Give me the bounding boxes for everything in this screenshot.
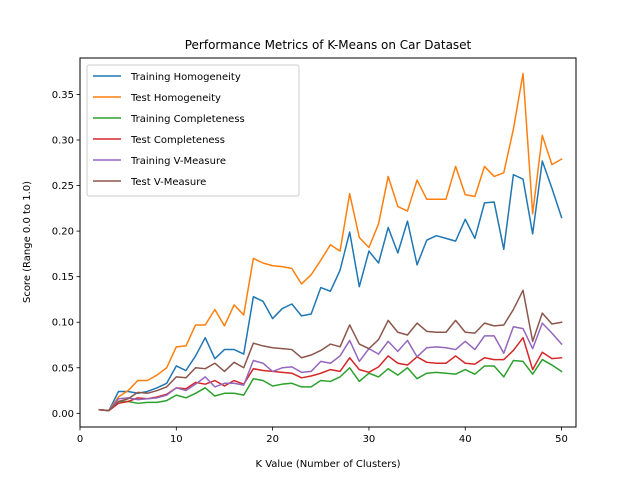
- series-line-2: [98, 358, 563, 412]
- x-tick-label: 50: [555, 434, 568, 445]
- y-tick-label: 0.30: [52, 136, 74, 147]
- y-tick-label: 0.05: [52, 363, 74, 374]
- legend-label-1: Test Homogeneity: [130, 93, 221, 104]
- y-tick-label: 0.35: [52, 90, 74, 101]
- legend-label-2: Training Completeness: [130, 114, 245, 125]
- series-line-0: [98, 160, 563, 412]
- y-tick-label: 0.20: [52, 227, 74, 238]
- y-tick-label: 0.00: [52, 409, 74, 420]
- legend-label-5: Test V-Measure: [130, 177, 206, 188]
- series-line-1: [98, 72, 563, 412]
- legend: Training Homogeneity Test Homogeneity Trai…: [86, 64, 300, 197]
- y-tick-label: 0.25: [52, 181, 74, 192]
- x-tick-label: 30: [363, 434, 376, 445]
- series-line-4: [98, 322, 563, 412]
- y-axis-label: Score (Range 0.0 to 1.0): [22, 181, 33, 303]
- legend-label-3: Test Completeness: [130, 135, 225, 146]
- x-tick-label: 10: [170, 434, 183, 445]
- legend-items: Training Homogeneity Test Homogeneity Trai…: [93, 72, 245, 188]
- series-layer: [98, 72, 563, 412]
- x-axis: 0 10 20 30 40 50: [77, 427, 568, 445]
- y-tick-label: 0.15: [52, 272, 74, 283]
- legend-box: [86, 64, 300, 197]
- plot-area: [79, 57, 577, 428]
- legend-label-4: Training V-Measure: [130, 156, 226, 167]
- y-tick-label: 0.10: [52, 318, 74, 329]
- legend-label-0: Training Homogeneity: [130, 72, 241, 83]
- chart-title: Performance Metrics of K-Means on Car Da…: [185, 38, 472, 52]
- y-axis: 0.00 0.05 0.10 0.15 0.20 0.25 0.30 0.35: [52, 90, 80, 420]
- x-tick-label: 0: [77, 434, 83, 445]
- x-axis-label: K Value (Number of Clusters): [255, 459, 400, 470]
- series-line-5: [98, 289, 563, 412]
- plot-frame: [79, 57, 577, 428]
- x-tick-label: 40: [459, 434, 472, 445]
- x-tick-label: 20: [266, 434, 279, 445]
